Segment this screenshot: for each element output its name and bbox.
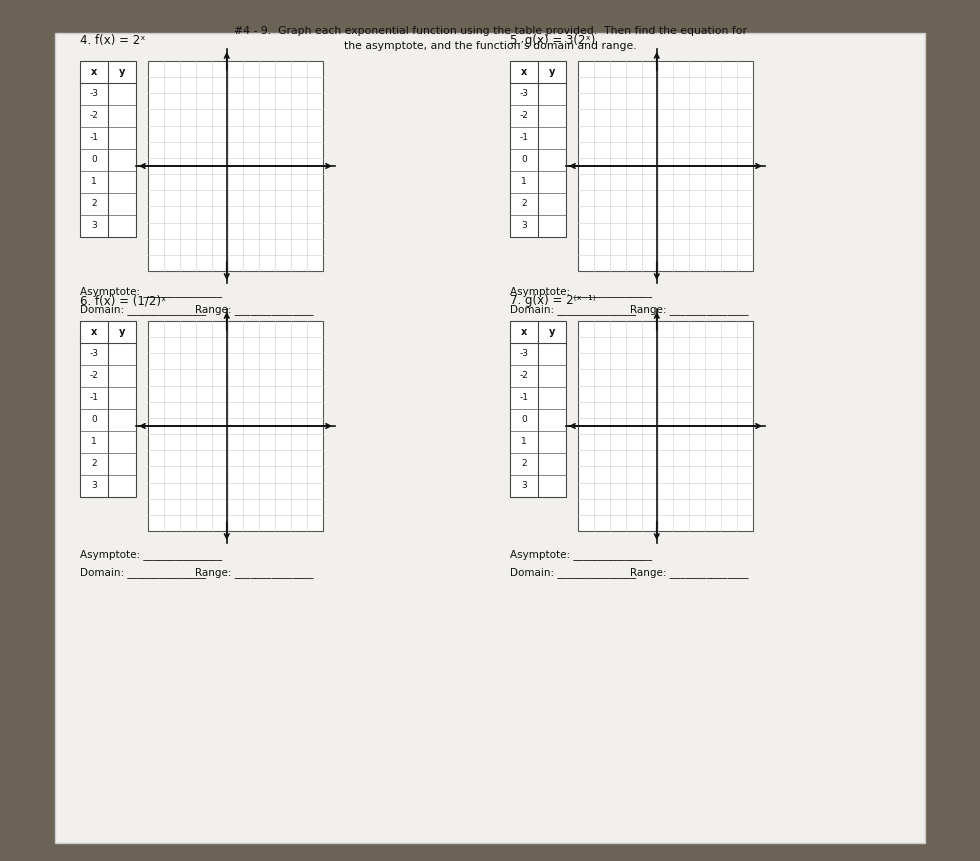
Text: y: y (549, 327, 556, 337)
Text: -2: -2 (89, 112, 98, 121)
Text: 0: 0 (521, 156, 527, 164)
Text: y: y (119, 327, 125, 337)
Text: -1: -1 (519, 133, 528, 143)
Text: Range: _______________: Range: _______________ (630, 304, 749, 315)
Bar (80, 61, 136, 237)
Text: Asymptote: _______________: Asymptote: _______________ (80, 286, 222, 297)
Bar (80, 321, 136, 497)
Text: -3: -3 (519, 90, 528, 98)
Text: 4. f(x) = 2ˣ: 4. f(x) = 2ˣ (80, 34, 145, 47)
Text: 1: 1 (91, 437, 97, 447)
Text: 6. f(x) = (1/2)ˣ: 6. f(x) = (1/2)ˣ (80, 294, 167, 307)
Text: 2: 2 (521, 200, 527, 208)
Text: x: x (91, 67, 97, 77)
Text: Range: _______________: Range: _______________ (195, 304, 314, 315)
Text: 3: 3 (91, 221, 97, 231)
Text: Domain: _______________: Domain: _______________ (510, 567, 636, 578)
Bar (578, 61, 753, 271)
Text: 3: 3 (521, 481, 527, 491)
Text: Domain: _______________: Domain: _______________ (80, 567, 206, 578)
FancyBboxPatch shape (55, 33, 925, 843)
Text: 3: 3 (91, 481, 97, 491)
Bar (510, 321, 566, 497)
Text: Asymptote: _______________: Asymptote: _______________ (510, 549, 652, 560)
Text: -1: -1 (89, 393, 99, 402)
Text: -1: -1 (519, 393, 528, 402)
Text: Domain: _______________: Domain: _______________ (510, 304, 636, 315)
Text: 0: 0 (91, 156, 97, 164)
Text: 1: 1 (521, 177, 527, 187)
Text: x: x (91, 327, 97, 337)
Text: y: y (549, 67, 556, 77)
Text: Range: _______________: Range: _______________ (195, 567, 314, 578)
Text: 5. g(x) = 3(2ˣ): 5. g(x) = 3(2ˣ) (510, 34, 596, 47)
Text: Asymptote: _______________: Asymptote: _______________ (510, 286, 652, 297)
Text: 2: 2 (91, 200, 97, 208)
Text: 3: 3 (521, 221, 527, 231)
Text: Asymptote: _______________: Asymptote: _______________ (80, 549, 222, 560)
Text: -2: -2 (89, 371, 98, 381)
Text: Domain: _______________: Domain: _______________ (80, 304, 206, 315)
Text: -2: -2 (519, 371, 528, 381)
Bar (510, 61, 566, 237)
Text: #4 - 9.  Graph each exponential function using the table provided.  Then find th: #4 - 9. Graph each exponential function … (233, 26, 747, 36)
Text: -3: -3 (89, 90, 99, 98)
Text: -3: -3 (519, 350, 528, 358)
Text: 2: 2 (91, 460, 97, 468)
Text: the asymptote, and the function’s domain and range.: the asymptote, and the function’s domain… (344, 41, 636, 51)
Text: x: x (521, 327, 527, 337)
Bar (148, 321, 323, 531)
Bar (148, 61, 323, 271)
Text: 1: 1 (521, 437, 527, 447)
Text: 0: 0 (91, 416, 97, 424)
Text: -2: -2 (519, 112, 528, 121)
Bar (578, 321, 753, 531)
Text: -3: -3 (89, 350, 99, 358)
Text: Range: _______________: Range: _______________ (630, 567, 749, 578)
Text: 7. g(x) = 2⁽ˣ⁻¹⁾: 7. g(x) = 2⁽ˣ⁻¹⁾ (510, 294, 596, 307)
Text: y: y (119, 67, 125, 77)
Text: x: x (521, 67, 527, 77)
Text: 1: 1 (91, 177, 97, 187)
Text: 2: 2 (521, 460, 527, 468)
Text: -1: -1 (89, 133, 99, 143)
Text: 0: 0 (521, 416, 527, 424)
